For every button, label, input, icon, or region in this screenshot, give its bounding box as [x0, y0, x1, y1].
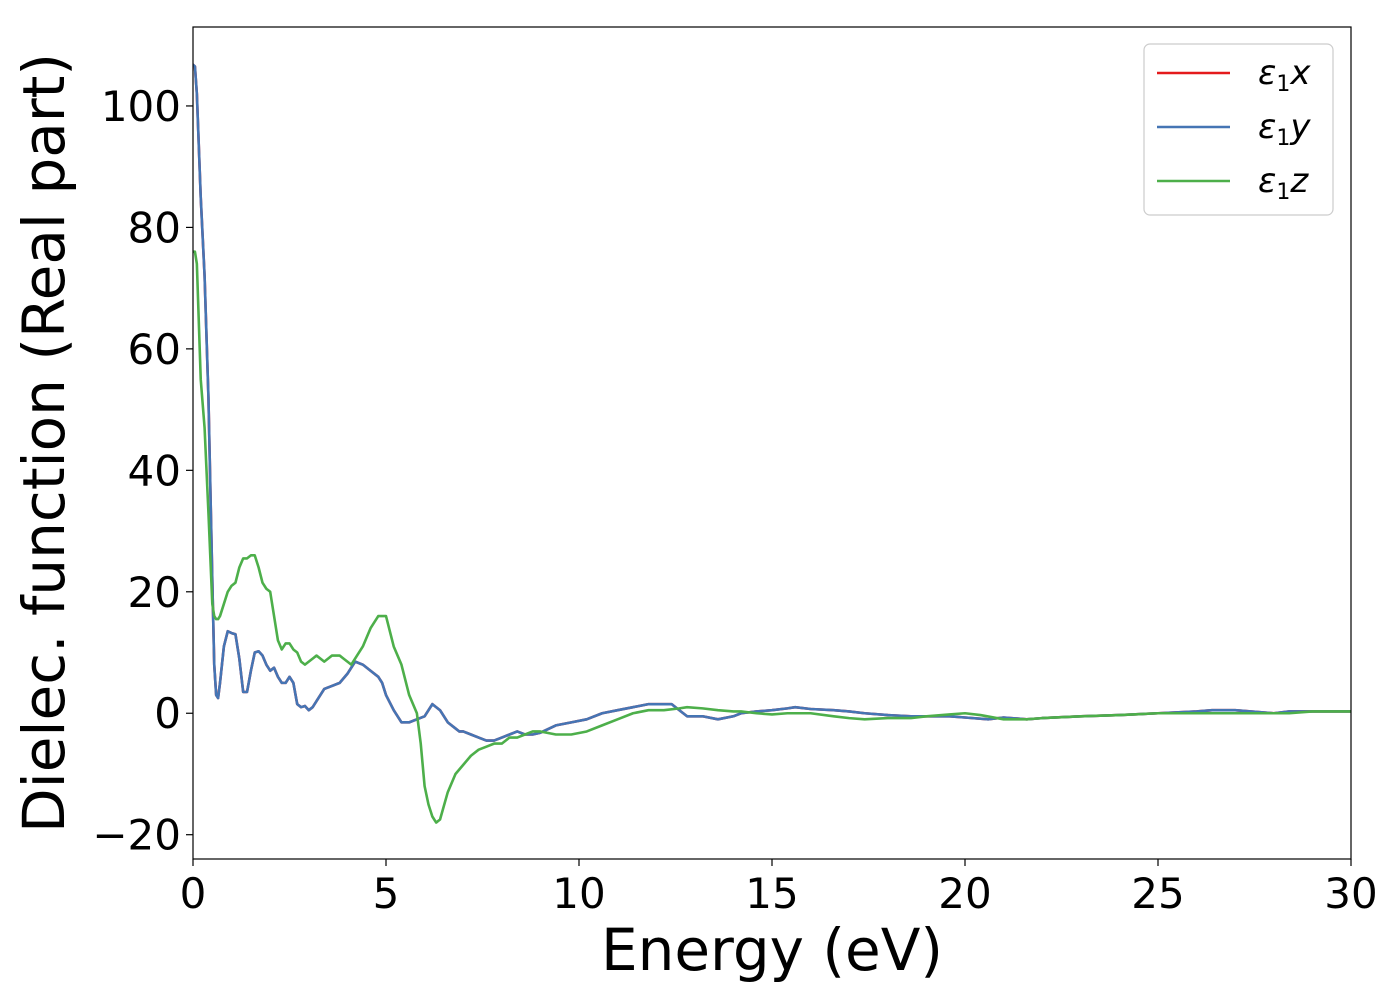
- y-axis-ticks: −20 0 20 40 60 80 100: [92, 82, 193, 860]
- legend-box: [1143, 43, 1334, 216]
- y-tick-label: −20: [92, 811, 181, 860]
- series-layer: [193, 63, 1351, 824]
- legend-subscript: 1: [1276, 72, 1290, 97]
- series-line-y: [193, 63, 1351, 742]
- x-tick-label: 10: [552, 869, 605, 918]
- y-tick-label: 20: [128, 568, 181, 617]
- legend-subscript: 1: [1276, 180, 1290, 205]
- y-axis-label: Dielec. function (Real part): [10, 53, 78, 833]
- series-line-z: [193, 250, 1351, 824]
- legend-label-z: ε1z: [1258, 161, 1309, 205]
- legend-subscript: 1: [1276, 126, 1290, 151]
- legend-component: y: [1289, 107, 1311, 147]
- plot-area: [192, 26, 1352, 860]
- x-tick-label: 0: [180, 869, 207, 918]
- legend-component: z: [1289, 161, 1309, 201]
- y-tick-label: 80: [128, 203, 181, 252]
- x-axis-label: Energy (eV): [601, 916, 943, 984]
- x-tick-label: 15: [745, 869, 798, 918]
- x-tick-label: 30: [1324, 869, 1377, 918]
- y-tick-label: 100: [101, 82, 181, 131]
- y-tick-label: 60: [128, 325, 181, 374]
- y-tick-label: 40: [128, 446, 181, 495]
- y-tick-label: 0: [154, 689, 181, 738]
- legend-symbol: ε: [1258, 107, 1276, 147]
- legend-label-y: ε1y: [1258, 107, 1311, 151]
- x-tick-label: 5: [373, 869, 400, 918]
- legend-label-x: ε1x: [1258, 53, 1311, 97]
- legend-symbol: ε: [1258, 53, 1276, 93]
- x-tick-label: 20: [938, 869, 991, 918]
- x-axis-ticks: 0 5 10 15 20 25 30: [180, 859, 1378, 918]
- legend-symbol: ε: [1258, 161, 1276, 201]
- legend-component: x: [1289, 53, 1311, 93]
- x-tick-label: 25: [1131, 869, 1184, 918]
